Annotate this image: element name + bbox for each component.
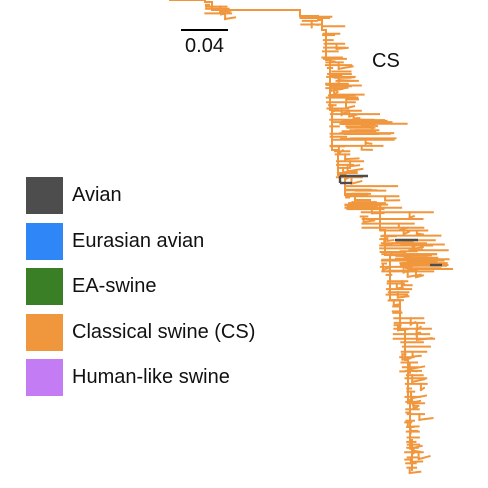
avian-branches: [338, 174, 442, 267]
tree-branches: [169, 0, 453, 475]
legend-label-human-like-swine: Human-like swine: [72, 366, 230, 388]
legend-label-eurasian-avian: Eurasian avian: [72, 229, 205, 252]
legend-swatch-avian: [26, 177, 63, 214]
legend-swatch-ea-swine: [26, 268, 63, 305]
legend: Avian Eurasian avian EA-swine Classical …: [26, 177, 255, 405]
legend-item-human-like-swine: Human-like swine: [26, 359, 255, 396]
legend-swatch-classical-swine: [26, 313, 63, 351]
legend-swatch-eurasian-avian: [26, 222, 63, 260]
legend-item-classical-swine: Classical swine (CS): [26, 313, 256, 351]
legend-swatch-human-like-swine: [26, 359, 63, 396]
scale-bar: 0.04: [181, 29, 228, 58]
legend-item-ea-swine: EA-swine: [26, 268, 255, 305]
legend-label-classical-swine: Classical swine (CS): [72, 320, 256, 343]
legend-item-avian: Avian: [26, 177, 255, 214]
legend-item-eurasian-avian: Eurasian avian: [26, 222, 255, 260]
legend-label-avian: Avian: [72, 184, 122, 206]
scale-bar-label: 0.04: [185, 35, 224, 57]
clade-label-cs: CS: [372, 50, 400, 72]
legend-label-ea-swine: EA-swine: [72, 275, 157, 297]
scale-bar-line: [181, 29, 228, 31]
